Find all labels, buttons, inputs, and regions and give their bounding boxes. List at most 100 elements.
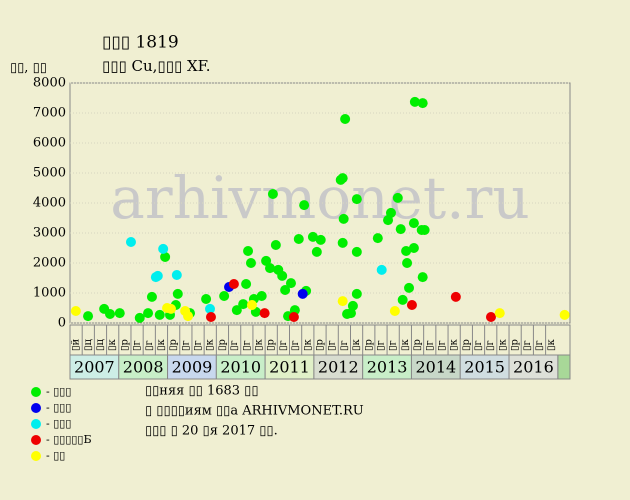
y-tick-label: 0 xyxy=(58,316,66,331)
quarter-label: ▯р xyxy=(510,339,521,351)
data-point xyxy=(385,207,396,218)
legend-label: - ▯▯▯▯▯Б xyxy=(46,433,92,446)
quarter-label: ▯р xyxy=(266,339,277,351)
year-label: 2011 xyxy=(269,358,310,377)
quarter-label: ▯к xyxy=(351,338,362,351)
quarter-label: ▯г xyxy=(180,340,191,351)
legend-marker xyxy=(31,451,41,461)
data-point xyxy=(171,270,182,280)
legend-marker xyxy=(31,387,41,397)
data-point xyxy=(419,225,430,235)
data-point xyxy=(114,308,125,319)
watermark: arhivmonet.ru xyxy=(110,164,529,232)
y-tick-label: 8000 xyxy=(33,76,66,91)
year-cell xyxy=(167,354,217,380)
legend-label: - ▯▯▯ xyxy=(46,401,71,414)
quarter-row xyxy=(69,324,571,356)
quarter-label: ▯к xyxy=(254,338,265,351)
quarter-label: ▯р xyxy=(217,339,228,351)
year-cell xyxy=(362,354,412,380)
data-point xyxy=(408,243,419,253)
data-point xyxy=(340,114,351,124)
quarter-label: ▯р xyxy=(168,339,179,351)
year-cell xyxy=(508,354,559,380)
quarter-label: ▯г xyxy=(241,340,252,351)
data-point xyxy=(201,294,212,304)
year-label: 2008 xyxy=(123,358,164,377)
data-point xyxy=(172,288,183,299)
data-point xyxy=(83,311,94,322)
data-point xyxy=(228,279,239,289)
year-end-cell xyxy=(557,354,571,380)
data-point xyxy=(158,243,169,254)
data-point xyxy=(404,282,415,293)
legend-marker xyxy=(31,435,41,445)
data-point xyxy=(299,200,310,211)
data-point xyxy=(280,285,291,295)
data-point xyxy=(351,194,362,205)
quarter-label: ▯г xyxy=(388,340,399,351)
quarter-label: ▯г xyxy=(229,340,240,351)
data-point xyxy=(307,231,318,242)
data-point xyxy=(559,309,570,320)
y-tick-label: 7000 xyxy=(33,106,66,121)
data-point xyxy=(401,246,412,256)
data-point xyxy=(337,296,348,307)
quarter-label: ▯к xyxy=(400,338,411,351)
quarter-label: ▯г xyxy=(290,340,301,351)
quarter-label: ▯к xyxy=(449,338,460,351)
data-point xyxy=(267,189,278,199)
data-point xyxy=(338,213,349,224)
legend-label: - ▯▯▯ xyxy=(46,385,71,398)
year-label: 2013 xyxy=(367,358,408,377)
quarter-label: ▯г xyxy=(473,340,484,351)
note: ▯▯▯ ▯ 20 ▯я 2017 ▯▯. xyxy=(145,424,278,439)
quarter-label: ▯г xyxy=(144,340,155,351)
quarter-label: ▯г xyxy=(375,340,386,351)
data-point xyxy=(392,192,403,203)
note: ▯▯няя ▯▯ 1683 ▯▯ xyxy=(145,384,258,399)
data-point xyxy=(315,234,326,245)
quarter-label: ▯ц xyxy=(83,338,94,351)
data-point xyxy=(256,291,267,301)
quarter-label: ▯г xyxy=(339,340,350,351)
data-point xyxy=(105,309,115,319)
y-tick-label: 3000 xyxy=(33,226,66,241)
year-label: 2014 xyxy=(415,358,456,377)
data-point xyxy=(402,258,413,268)
data-point xyxy=(183,311,194,322)
data-point xyxy=(125,237,136,247)
legend-label: - ▯▯▯ xyxy=(46,417,71,430)
year-label: 2009 xyxy=(172,358,213,377)
data-point xyxy=(397,294,408,305)
legend-label: - ▯▯ xyxy=(46,449,65,462)
quarter-label: ▯к xyxy=(302,338,313,351)
data-point xyxy=(450,291,461,302)
data-point xyxy=(417,98,428,109)
quarter-label: ▯г xyxy=(436,340,447,351)
chart-subtitle: ▯▯▯ Cu,▯▯▯ XF. xyxy=(102,57,211,75)
data-point xyxy=(389,306,400,316)
data-point xyxy=(143,308,154,319)
quarter-label: ▯р xyxy=(412,339,423,351)
quarter-label: ▯г xyxy=(534,340,545,351)
data-point xyxy=(409,96,420,107)
quarter-label: ▯й xyxy=(71,338,82,351)
data-point xyxy=(205,312,216,322)
quarter-label: ▯к xyxy=(546,338,557,351)
legend-marker xyxy=(31,419,41,429)
data-point xyxy=(205,303,215,314)
data-point xyxy=(311,246,322,257)
y-tick-label: 6000 xyxy=(33,136,66,151)
data-point xyxy=(417,272,428,283)
data-point xyxy=(154,309,165,320)
data-point xyxy=(265,263,275,274)
data-point xyxy=(347,300,358,311)
quarter-label: ▯к xyxy=(497,338,508,351)
data-point xyxy=(152,270,163,281)
year-cell xyxy=(118,354,169,380)
data-point xyxy=(245,258,256,268)
quarter-label: ▯г xyxy=(522,340,533,351)
data-point xyxy=(238,299,249,310)
